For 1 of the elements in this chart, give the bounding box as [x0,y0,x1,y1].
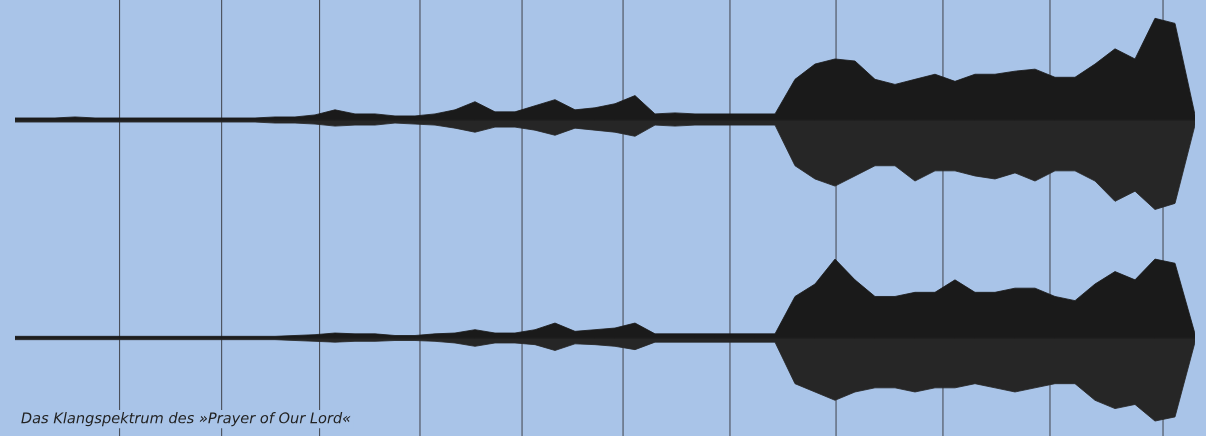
annotation: Das Klangspektrum des »Prayer of Our Lord« [21,412,351,427]
